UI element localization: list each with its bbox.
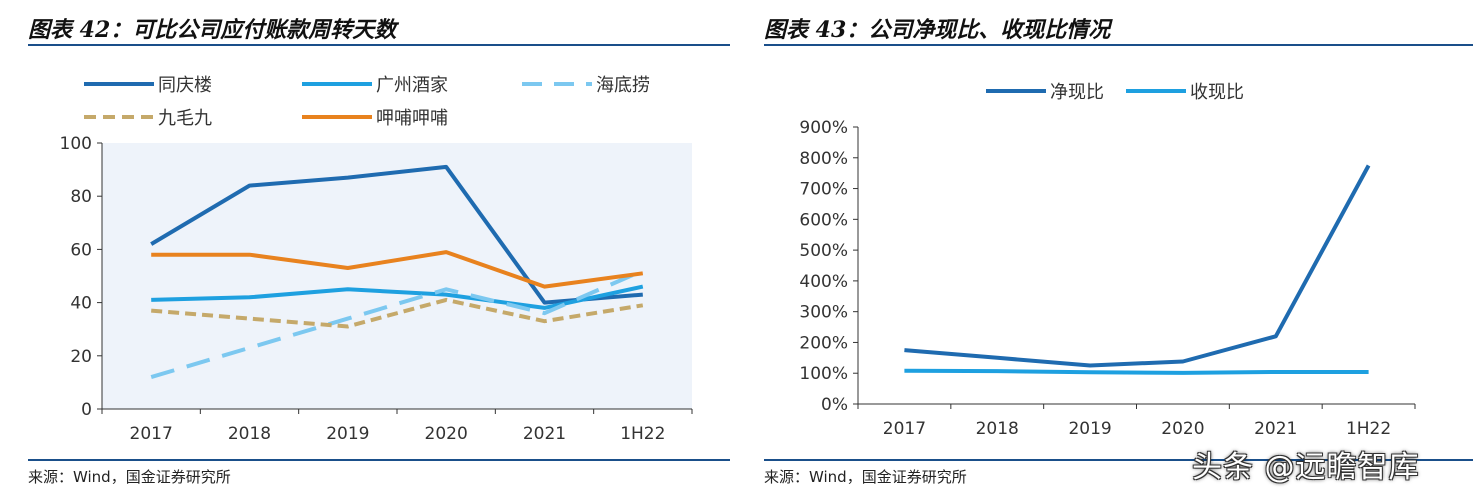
right-y-tick-label: 600%: [799, 210, 848, 230]
left-x-tick-label: 2020: [425, 424, 468, 444]
left-series-line-海底捞: [150, 268, 644, 380]
right-y-tick-label: 0%: [821, 395, 848, 415]
left-y-tick-label: 20: [70, 347, 92, 367]
left-legend-label: 同庆楼: [158, 75, 212, 96]
right-source-text: 来源：Wind，国金证券研究所: [764, 468, 967, 486]
left-x-tick-label: 2019: [326, 424, 369, 444]
left-series-line-九毛九: [151, 297, 644, 329]
right-legend-label: 收现比: [1190, 82, 1244, 103]
right-y-tick-label: 700%: [799, 180, 848, 200]
right-y-tick-label: 200%: [799, 333, 848, 353]
right-legend-label: 净现比: [1050, 82, 1104, 103]
left-legend-label: 广州酒家: [376, 75, 448, 96]
right-source-rule: [764, 459, 1473, 461]
right-x-tick-label: 2017: [883, 419, 926, 439]
left-figure-panel: 图表 42：可比公司应付账款周转天数 0 20 40 60 80 100 2017 2018 2…: [0, 0, 740, 498]
left-x-tick-label: 2018: [228, 424, 271, 444]
left-y-tick-label: 0: [81, 400, 92, 420]
left-figure-title: 图表 42：可比公司应付账款周转天数: [28, 17, 397, 43]
left-legend-label: 呷哺呷哺: [376, 108, 448, 129]
right-line-chart: 0% 100% 200% 300% 400% 500% 600% 700% 800% 900% 20…: [799, 82, 1416, 439]
right-y-tick-label: 500%: [799, 241, 848, 261]
left-series-line-同庆楼: [150, 164, 643, 305]
right-title-rule: [764, 44, 1473, 46]
left-x-tick-label: 2021: [523, 424, 566, 444]
left-source-text: 来源：Wind，国金证券研究所: [28, 468, 231, 486]
right-series-line-净现比: [904, 164, 1371, 368]
left-x-tick-label: 2017: [130, 424, 173, 444]
right-figure-title: 图表 43：公司净现比、收现比情况: [764, 17, 1111, 43]
left-plot-area: [102, 143, 692, 409]
right-y-tick-label: 900%: [799, 118, 848, 138]
left-y-tick-label: 80: [70, 187, 92, 207]
right-y-tick-label: 300%: [799, 303, 848, 323]
right-figure-panel: 图表 43：公司净现比、收现比情况 0% 100% 200% 300% 400% 500%…: [752, 0, 1481, 498]
left-y-tick-label: 60: [70, 240, 92, 260]
watermark-text: 头条 @远瞻智库: [1192, 450, 1420, 485]
right-x-tick-label: 2018: [976, 419, 1019, 439]
right-series-line-收现比: [904, 368, 1369, 375]
left-title-rule: [28, 44, 730, 46]
right-x-tick-label: 1H22: [1346, 419, 1391, 439]
right-x-tick-label: 2020: [1161, 419, 1204, 439]
left-x-tick-label: 1H22: [620, 424, 665, 444]
left-source-rule: [28, 459, 730, 461]
left-series-line-呷哺呷哺: [151, 250, 644, 289]
right-x-tick-label: 2021: [1254, 419, 1297, 439]
right-x-tick-label: 2019: [1068, 419, 1111, 439]
left-legend-label: 九毛九: [158, 108, 212, 129]
left-line-chart: 0 20 40 60 80 100 2017 2018 2019 2020 2021 1H22 同庆楼 广…: [60, 75, 693, 444]
left-legend-label: 海底捞: [596, 75, 650, 96]
left-y-tick-label: 40: [70, 294, 92, 314]
right-y-tick-label: 800%: [799, 149, 848, 169]
right-y-tick-label: 400%: [799, 272, 848, 292]
left-y-tick-label: 100: [60, 134, 92, 154]
right-y-tick-label: 100%: [799, 364, 848, 384]
